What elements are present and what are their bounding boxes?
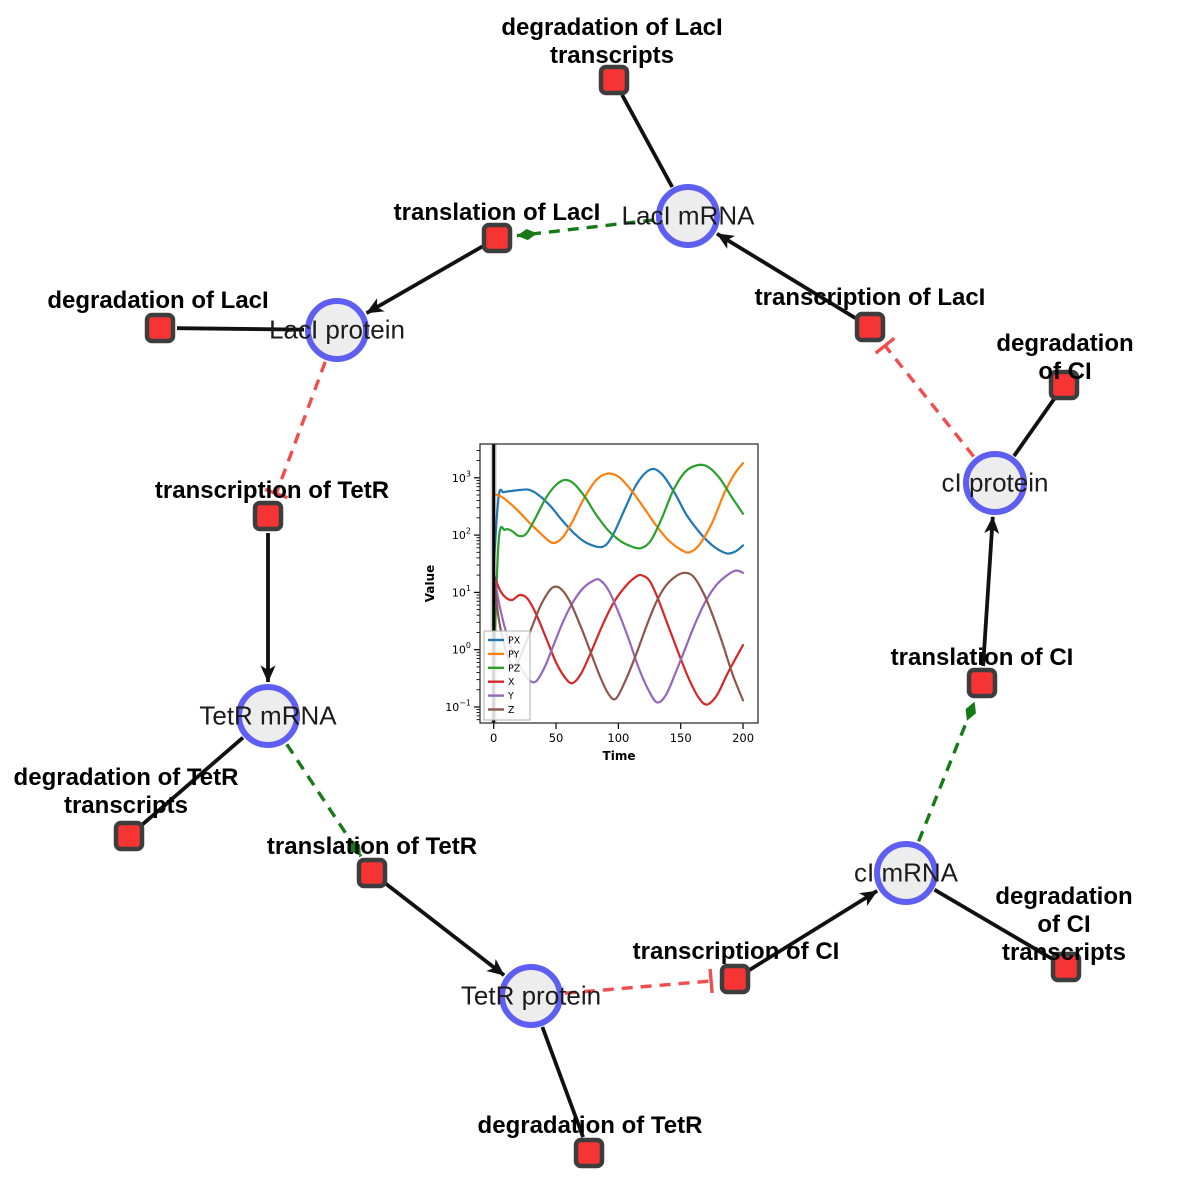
svg-text:PY: PY — [508, 649, 520, 660]
x-tick-label: 0 — [490, 731, 497, 745]
series-PZ — [492, 463, 745, 674]
y-tick-label: 100 — [452, 641, 471, 657]
reaction-node-degradation-laci-transcripts — [598, 64, 630, 96]
reaction-node-degradation-laci — [144, 312, 176, 344]
series-X — [492, 573, 745, 706]
edge-consumption-s5-r11 — [540, 1026, 585, 1138]
edge-modifier-s4-r8 — [917, 700, 977, 843]
legend-item-PZ: PZ — [488, 663, 521, 674]
svg-text:X: X — [508, 677, 515, 688]
edge-consumption-s1-r2 — [176, 326, 305, 332]
y-tick-label: 103 — [452, 469, 471, 485]
species-node-ci-mrna — [874, 841, 938, 905]
svg-text:PX: PX — [508, 636, 521, 647]
legend-item-Y: Y — [488, 691, 514, 702]
x-tick-label: 150 — [670, 731, 692, 745]
x-tick-label: 100 — [607, 731, 629, 745]
x-tick-label: 50 — [549, 731, 564, 745]
edge-consumption-s3-r6 — [140, 736, 245, 827]
series-PX — [492, 467, 745, 567]
reaction-node-translation-laci — [481, 222, 513, 254]
reaction-node-transcription-tetr — [252, 500, 284, 532]
svg-text:Y: Y — [507, 691, 514, 702]
legend-item-Z: Z — [488, 705, 515, 716]
edge-consumption-s2-r4 — [1012, 397, 1056, 458]
x-axis-label: Time — [603, 749, 636, 763]
svg-text:Z: Z — [508, 705, 515, 716]
y-tick-label: 10−1 — [445, 698, 471, 714]
edge-production-r3-s0 — [716, 232, 857, 320]
edge-modifier-s0-r1 — [516, 218, 655, 241]
edge-consumption-s4-r10 — [933, 888, 1053, 961]
y-tick-label: 101 — [452, 584, 471, 600]
species-node-ci-protein — [963, 451, 1027, 515]
edge-inhibition-s5-r9 — [564, 968, 714, 995]
reaction-node-degradation-tetr — [573, 1137, 605, 1169]
edge-production-r9-s4 — [748, 889, 879, 972]
reaction-node-degradation-ci — [1048, 369, 1080, 401]
plot-frame — [479, 443, 759, 724]
edge-production-r7-s5 — [384, 881, 506, 977]
legend-item-PY: PY — [488, 649, 520, 660]
x-tick-label: 200 — [732, 731, 754, 745]
species-node-tetr-mrna — [236, 684, 300, 748]
series-PY — [492, 462, 745, 554]
reaction-node-transcription-ci — [719, 963, 751, 995]
legend-item-X: X — [488, 677, 515, 688]
edge-inhibition-s1-r5 — [264, 361, 327, 500]
edge-production-r1-s1 — [365, 244, 484, 315]
y-axis-label: Value — [425, 565, 437, 603]
reaction-node-translation-ci — [966, 667, 998, 699]
edge-production-r8-s2 — [981, 516, 1000, 667]
edge-consumption-s0-r0 — [620, 93, 674, 188]
reaction-node-degradation-ci-transcripts — [1050, 951, 1082, 983]
reaction-node-transcription-laci — [854, 311, 886, 343]
y-tick-label: 102 — [452, 527, 471, 543]
reaction-node-degradation-tetr-transcripts — [113, 820, 145, 852]
species-node-tetr-protein — [499, 964, 563, 1028]
species-node-laci-mrna — [656, 184, 720, 248]
species-node-laci-protein — [305, 298, 369, 362]
legend-item-PX: PX — [488, 636, 521, 647]
svg-text:PZ: PZ — [508, 663, 521, 674]
reaction-node-translation-tetr — [356, 857, 388, 889]
legend: PX PY PZ XYZ — [483, 630, 531, 721]
edge-inhibition-s2-r3 — [874, 336, 976, 458]
edge-modifier-s3-r7 — [285, 743, 363, 858]
